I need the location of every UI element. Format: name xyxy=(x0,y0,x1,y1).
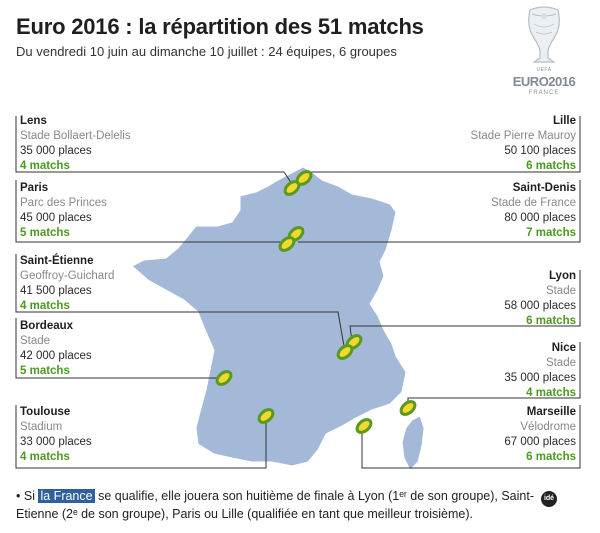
venue-stadium: Vélodrome xyxy=(520,421,576,433)
venue-stadium: Parc des Princes xyxy=(20,197,107,209)
venue-places: 58 000 places xyxy=(504,300,576,312)
venue-card-lille: Lille Stade Pierre Mauroy 50 100 places … xyxy=(471,114,576,174)
venue-stadium: Stade Bollaert-Delelis xyxy=(20,130,131,142)
stadium-marker-paris xyxy=(278,236,296,252)
credit-logo: idé xyxy=(541,491,557,507)
venue-city: Paris xyxy=(20,182,49,194)
venue-card-lens: Lens Stade Bollaert-Delelis 35 000 place… xyxy=(20,114,131,174)
qualification-note: • Si la France se qualifie, elle jouera … xyxy=(16,487,556,523)
venue-places: 67 000 places xyxy=(504,436,576,448)
trophy-icon xyxy=(528,6,560,63)
leader-marseille xyxy=(361,405,581,469)
leader-toulouse xyxy=(15,405,267,469)
venue-places: 42 000 places xyxy=(20,350,92,362)
venue-stadium: Stade de France xyxy=(490,197,576,209)
venue-city: Saint-Étienne xyxy=(20,255,94,267)
venue-stadium: Stade xyxy=(20,335,51,347)
venue-places: 50 100 places xyxy=(504,145,576,157)
logo-brand-text: EURO2016 xyxy=(512,74,576,89)
stadium-marker-nice xyxy=(399,400,417,416)
venue-stadium: Stade xyxy=(545,285,576,297)
venue-city: Nice xyxy=(551,342,576,354)
note-highlight: la France xyxy=(38,489,95,503)
note-bullet: • xyxy=(16,489,21,503)
venue-stadium: Stadium xyxy=(20,421,63,433)
note-text-after: se qualifie, elle jouera son huitième de… xyxy=(16,489,534,521)
venue-city: Saint-Denis xyxy=(512,182,576,194)
venue-matches: 7 matchs xyxy=(526,227,576,239)
venue-card-paris: Paris Parc des Princes 45 000 places 5 m… xyxy=(20,181,107,241)
venue-city: Lens xyxy=(20,115,47,127)
corsica-landmass xyxy=(401,415,425,471)
venue-places: 35 000 places xyxy=(504,372,576,384)
venue-matches: 5 matchs xyxy=(20,227,70,239)
venue-places: 45 000 places xyxy=(20,212,92,224)
venue-card-toulouse: Toulouse Stadium 33 000 places 4 matchs xyxy=(20,405,92,465)
venue-card-nice: Nice Stade 35 000 places 4 matchs xyxy=(504,341,576,401)
venue-matches: 4 matchs xyxy=(526,387,576,399)
leader-saint-etienne xyxy=(15,254,345,347)
logo-country-text: FRANCE xyxy=(528,90,560,96)
venue-stadium: Stade xyxy=(545,357,576,369)
stadium-marker-saint-etienne xyxy=(336,344,354,360)
venue-stadium: Stade Pierre Mauroy xyxy=(470,130,576,142)
venue-card-saint-denis: Saint-Denis Stade de France 80 000 place… xyxy=(491,181,576,241)
venue-places: 33 000 places xyxy=(20,436,92,448)
logo-uefa-text: UEFA xyxy=(536,67,552,73)
leader-paris xyxy=(15,180,288,243)
venue-card-saint-etienne: Saint-Étienne Geoffroy-Guichard 41 500 p… xyxy=(20,254,114,314)
venue-matches: 6 matchs xyxy=(526,160,576,172)
venue-city: Lyon xyxy=(548,270,576,282)
venue-matches: 4 matchs xyxy=(20,300,70,312)
note-text-before: Si xyxy=(23,489,35,503)
euro2016-logo: UEFA EURO2016 FRANCE xyxy=(496,4,592,102)
venue-city: Lille xyxy=(552,115,576,127)
venue-city: Toulouse xyxy=(20,406,71,418)
leader-lyon xyxy=(349,270,581,343)
venue-matches: 5 matchs xyxy=(20,365,70,377)
leader-bordeaux xyxy=(15,318,224,379)
venue-matches: 6 matchs xyxy=(526,451,576,463)
venue-city: Marseille xyxy=(526,406,576,418)
venue-matches: 6 matchs xyxy=(526,315,576,327)
stadium-marker-marseille xyxy=(355,418,373,434)
page-subtitle: Du vendredi 10 juin au dimanche 10 juill… xyxy=(16,44,397,59)
venue-stadium: Geoffroy-Guichard xyxy=(20,270,115,282)
venue-places: 35 000 places xyxy=(20,145,92,157)
venue-matches: 4 matchs xyxy=(20,160,70,172)
venue-places: 41 500 places xyxy=(20,285,92,297)
leader-saint-denis xyxy=(298,180,581,243)
venue-matches: 4 matchs xyxy=(20,451,70,463)
stadium-marker-bordeaux xyxy=(215,370,233,386)
stadium-marker-toulouse xyxy=(257,408,275,424)
stadium-marker-lille xyxy=(295,170,313,186)
venue-card-marseille: Marseille Vélodrome 67 000 places 6 matc… xyxy=(504,405,576,465)
venue-city: Bordeaux xyxy=(20,320,74,332)
leader-lens xyxy=(15,116,293,185)
venue-places: 80 000 places xyxy=(504,212,576,224)
page-title: Euro 2016 : la répartition des 51 matchs xyxy=(16,14,424,39)
venue-card-bordeaux: Bordeaux Stade 42 000 places 5 matchs xyxy=(20,319,92,379)
venue-card-lyon: Lyon Stade 58 000 places 6 matchs xyxy=(504,269,576,329)
